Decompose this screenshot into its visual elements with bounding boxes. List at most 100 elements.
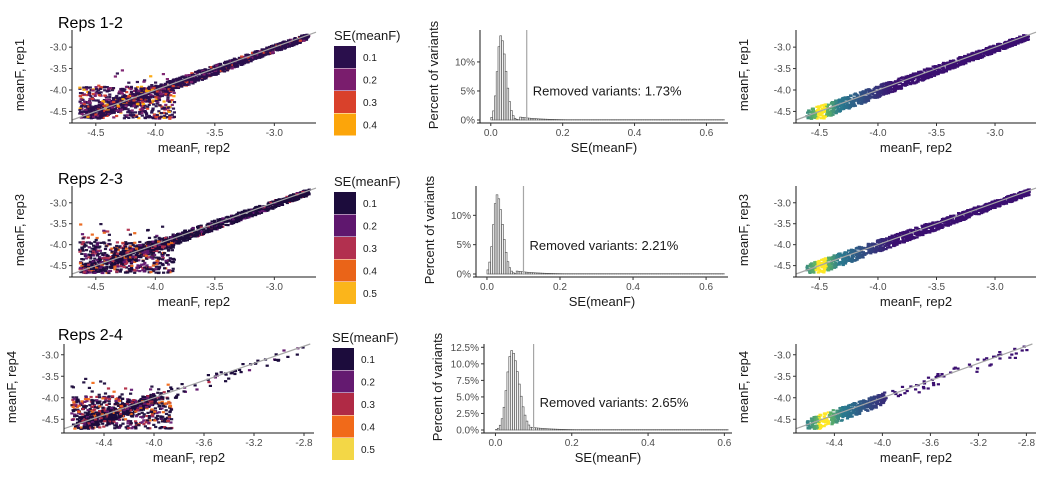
legend-swatch xyxy=(332,415,354,438)
y-tick-label: -4.0 xyxy=(50,240,68,251)
x-tick-label: -3.5 xyxy=(206,128,224,139)
legend-title: SE(meanF) xyxy=(334,28,400,43)
x-tick-label: -2.8 xyxy=(295,438,313,449)
chart-panel-2: Removed variants: 1.73% 0.0 0.2 0.4 0.6 0% 5% 1… xyxy=(426,20,728,155)
y-tick-label: -4.5 xyxy=(50,107,68,118)
x-tick-label: -3.5 xyxy=(206,282,224,293)
legend-swatch xyxy=(334,282,356,304)
y-tick-label: -4.5 xyxy=(774,261,792,272)
legend-swatch xyxy=(334,113,356,136)
y-tick-label: -3.0 xyxy=(774,43,792,54)
x-tick-label: -4.0 xyxy=(869,128,887,139)
removed-annotation: Removed variants: 1.73% xyxy=(533,84,682,99)
legend-label: 0.4 xyxy=(361,423,375,434)
y-tick-label: -3.5 xyxy=(774,64,792,75)
y-tick-label: -4.0 xyxy=(774,86,792,97)
heatmap-tiles xyxy=(805,188,1031,274)
y-tick-label: -4.5 xyxy=(774,415,792,426)
x-tick-label: -3.0 xyxy=(986,282,1004,293)
x-tick-label: -4.5 xyxy=(87,282,105,293)
y-tick-label: -4.0 xyxy=(42,393,60,404)
legend-label: 0.5 xyxy=(361,445,375,456)
legend-label: 0.2 xyxy=(363,76,377,87)
panel-title: Reps 1-2 xyxy=(58,15,123,32)
identity-line xyxy=(71,187,317,275)
x-tick-label: 0.6 xyxy=(717,438,731,449)
legend-title: SE(meanF) xyxy=(332,330,398,345)
legend-swatch xyxy=(334,237,356,259)
y-tick-label: -3.5 xyxy=(50,64,68,75)
x-axis-label: meanF, rep2 xyxy=(880,294,952,309)
legend: SE(meanF) 0.1 0.2 0.3 0.4 0.5 xyxy=(334,174,400,304)
x-tick-label: -4.0 xyxy=(874,438,892,449)
histogram-bar xyxy=(510,110,513,121)
chart-panel-6: -4.5 -4.0 -3.5 -3.0 -3.0 -3.5 -4.0 -4.5 meanF, r… xyxy=(736,186,1037,309)
y-axis-label: meanF, rep1 xyxy=(736,39,751,111)
x-tick-label: -3.0 xyxy=(266,128,284,139)
x-tick-label: 0.2 xyxy=(556,128,570,139)
x-axis-label: meanF, rep2 xyxy=(880,450,952,465)
y-tick-label: 10% xyxy=(455,57,475,68)
x-tick-label: -3.2 xyxy=(970,438,988,449)
legend-swatch xyxy=(334,46,356,68)
x-tick-label: 0.0 xyxy=(488,438,502,449)
y-tick-label: -4.5 xyxy=(774,107,792,118)
heatmap-offdiag xyxy=(78,223,176,275)
y-tick-label: -4.5 xyxy=(50,261,68,272)
legend: SE(meanF) 0.1 0.2 0.3 0.4 0.5 xyxy=(332,330,398,460)
identity-line xyxy=(795,187,1037,275)
x-tick-label: 0.6 xyxy=(699,128,713,139)
x-tick-label: -3.2 xyxy=(245,438,263,449)
histogram-bars xyxy=(495,350,729,431)
legend-title: SE(meanF) xyxy=(334,174,400,189)
x-tick-label: 0.0 xyxy=(484,128,498,139)
x-tick-label: 0.4 xyxy=(626,282,640,293)
panel-title: Reps 2-4 xyxy=(58,327,123,344)
x-tick-label: -2.8 xyxy=(1018,438,1036,449)
y-tick-label: 0% xyxy=(457,270,472,281)
histogram-bars xyxy=(490,35,725,121)
legend-swatch xyxy=(332,348,354,370)
chart-panel-1: Reps 1-2 -4.5 -4.0 -3.5 -3.0 -3.0 -3.5 -4.0 -4.5… xyxy=(12,15,400,155)
legend-label: 0.1 xyxy=(361,355,375,366)
x-tick-label: -3.0 xyxy=(986,128,1004,139)
panel-title: Reps 2-3 xyxy=(58,171,123,188)
histogram-bar xyxy=(512,115,515,121)
legend-swatch xyxy=(332,438,354,460)
legend-label: 0.3 xyxy=(363,98,377,109)
legend-swatch xyxy=(334,91,356,113)
legend-swatch xyxy=(334,259,356,282)
legend-swatch xyxy=(334,214,356,237)
x-tick-label: -4.4 xyxy=(826,438,844,449)
x-tick-label: 0.4 xyxy=(628,128,642,139)
legend-label: 0.2 xyxy=(363,222,377,233)
y-tick-label: -3.5 xyxy=(50,219,68,230)
x-tick-label: -3.6 xyxy=(922,438,940,449)
y-tick-label: 10.0% xyxy=(451,359,479,370)
y-tick-label: -3.5 xyxy=(774,219,792,230)
y-tick-label: 0.0% xyxy=(456,426,479,437)
y-axis-label: meanF, rep4 xyxy=(736,351,751,423)
removed-annotation: Removed variants: 2.65% xyxy=(540,395,689,410)
y-tick-label: -3.0 xyxy=(42,350,60,361)
x-tick-label: -3.5 xyxy=(928,282,946,293)
y-axis-label: meanF, rep3 xyxy=(12,194,27,266)
legend-label: 0.1 xyxy=(363,53,377,64)
x-axis-label: meanF, rep2 xyxy=(153,450,225,465)
chart-panel-8: Removed variants: 2.65% 0.0 0.2 0.4 0.6 0.0% 2… xyxy=(430,332,732,465)
chart-panel-3: -4.5 -4.0 -3.5 -3.0 -3.0 -3.5 -4.0 -4.5 meanF, r… xyxy=(736,30,1037,155)
y-tick-label: 5% xyxy=(461,86,476,97)
y-tick-label: 7.5% xyxy=(456,376,479,387)
x-tick-label: -4.5 xyxy=(811,282,829,293)
legend-swatch xyxy=(332,393,354,415)
legend-label: 0.5 xyxy=(363,289,377,300)
identity-line xyxy=(63,343,311,430)
y-axis-label: meanF, rep3 xyxy=(736,194,751,266)
legend-label: 0.3 xyxy=(361,400,375,411)
removed-annotation: Removed variants: 2.21% xyxy=(529,238,678,253)
x-tick-label: 0.4 xyxy=(641,438,655,449)
x-tick-label: -3.0 xyxy=(266,282,284,293)
heatmap-tiles xyxy=(805,345,1029,430)
legend-swatch xyxy=(334,192,356,214)
